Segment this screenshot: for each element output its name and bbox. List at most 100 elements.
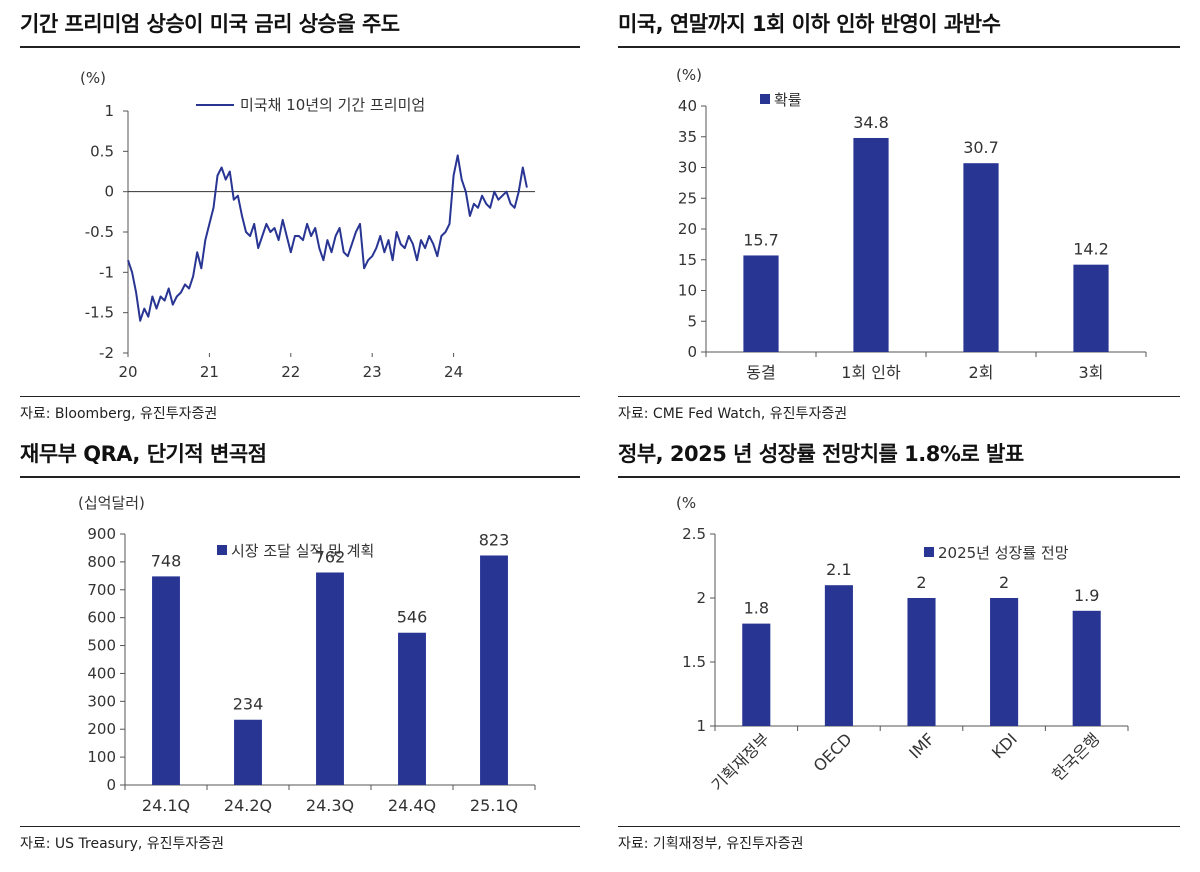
title-rule <box>20 476 580 478</box>
fed-cut-panel: 미국, 연말까지 1회 이하 인하 반영이 과반수 (%) 40 35 30 25 20 1… <box>618 8 1180 428</box>
growth-forecast-panel: 정부, 2025 년 성장률 전망치를 1.8%로 발표 (% 2.5 2 1.5 1 1… <box>618 438 1180 858</box>
y-tick-label: 700 <box>87 581 116 599</box>
source-note: 자료: 기획재정부, 유진투자증권 <box>618 836 804 852</box>
bar <box>963 163 999 352</box>
legend-swatch <box>217 545 227 555</box>
bar <box>824 585 853 726</box>
data-label: 234 <box>233 695 264 714</box>
y-tick-label: 10 <box>678 282 697 300</box>
data-label: 1.8 <box>744 599 769 618</box>
y-tick-label: 300 <box>87 692 116 710</box>
data-label: 2.1 <box>826 560 851 579</box>
data-label: 15.7 <box>743 230 779 249</box>
source-rule <box>618 826 1180 827</box>
data-label: 2 <box>999 573 1009 592</box>
legend-label: 미국채 10년의 기간 프리미엄 <box>240 96 425 114</box>
y-tick-label: 600 <box>87 609 116 627</box>
treasury-qra-chart: (십억달러) 900 800 700 600 500 400 300 200 100 0 748 24.… <box>78 494 536 815</box>
y-tick-label: -0.5 <box>85 223 114 241</box>
source-note: 자료: CME Fed Watch, 유진투자증권 <box>618 406 848 422</box>
y-tick-label: 0 <box>687 343 697 361</box>
y-tick-label: 15 <box>678 251 697 269</box>
legend-swatch <box>924 547 934 557</box>
y-tick-label: -1 <box>99 263 114 281</box>
bar <box>742 623 771 726</box>
title-rule <box>618 46 1180 48</box>
y-tick-label: 900 <box>87 525 116 543</box>
growth-forecast-chart: (% 2.5 2 1.5 1 1.8 기획재정부 2.1 OECD 2 IMF 2 KDI 1.9 한국은행… <box>676 494 1129 795</box>
y-tick-label: -2 <box>99 344 114 362</box>
x-tick-label: 23 <box>363 363 382 381</box>
y-tick-label: 800 <box>87 553 116 571</box>
bar <box>234 719 262 785</box>
x-tick-label: 21 <box>200 363 219 381</box>
y-tick-label: 2 <box>696 589 706 607</box>
x-tick-label: 한국은행 <box>1048 729 1103 784</box>
term-premium-panel: 기간 프리미엄 상승이 미국 금리 상승을 주도 (%) 1 0.5 0 -0.5 -1 -… <box>20 8 580 428</box>
chart-title: 기간 프리미엄 상승이 미국 금리 상승을 주도 <box>20 12 400 36</box>
bar <box>990 598 1019 726</box>
x-tick-label: 동결 <box>746 363 775 382</box>
source-rule <box>618 396 1180 397</box>
source-note: 자료: Bloomberg, 유진투자증권 <box>20 406 218 422</box>
y-tick-label: 40 <box>678 97 697 115</box>
x-tick-label: 기획재정부 <box>708 729 773 794</box>
bar <box>316 572 344 785</box>
chart-title: 정부, 2025 년 성장률 전망치를 1.8%로 발표 <box>618 442 1024 466</box>
x-tick-label: 24.3Q <box>306 796 354 815</box>
unit-label: (% <box>676 494 696 512</box>
y-tick-label: 25 <box>678 189 697 207</box>
data-label: 30.7 <box>963 138 999 157</box>
y-tick-label: 20 <box>678 220 697 238</box>
unit-label: (%) <box>80 69 106 87</box>
x-tick-label: KDI <box>988 729 1021 762</box>
x-tick-label: 20 <box>118 363 137 381</box>
y-tick-label: 400 <box>87 664 116 682</box>
y-tick-label: -1.5 <box>85 304 114 322</box>
bar <box>480 555 508 785</box>
unit-label: (십억달러) <box>78 494 145 512</box>
data-label: 762 <box>315 547 346 566</box>
x-tick-label: 24.2Q <box>224 796 272 815</box>
data-label: 748 <box>151 551 182 570</box>
x-tick-label: 1회 인하 <box>841 363 901 382</box>
data-label: 823 <box>479 530 510 549</box>
unit-label: (%) <box>676 66 702 84</box>
data-label: 1.9 <box>1074 586 1099 605</box>
x-tick-label: 24.4Q <box>388 796 436 815</box>
y-tick-label: 1.5 <box>682 653 706 671</box>
x-tick-label: IMF <box>905 729 938 762</box>
fed-cut-chart: (%) 40 35 30 25 20 15 10 5 0 15.7 동결 34.8 1회 인하 30.7 2회… <box>676 66 1147 382</box>
y-tick-label: 35 <box>678 128 697 146</box>
bar <box>1073 264 1109 352</box>
x-tick-label: OECD <box>810 729 856 775</box>
source-note: 자료: US Treasury, 유진투자증권 <box>20 836 225 852</box>
bar <box>152 576 180 785</box>
title-rule <box>618 476 1180 478</box>
data-label: 34.8 <box>853 113 889 132</box>
y-tick-label: 200 <box>87 720 116 738</box>
chart-title: 재무부 QRA, 단기적 변곡점 <box>20 442 267 466</box>
title-rule <box>20 46 580 48</box>
x-tick-label: 22 <box>281 363 300 381</box>
x-tick-label: 2회 <box>969 363 994 382</box>
y-tick-label: 0 <box>104 183 114 201</box>
series-line <box>127 154 528 322</box>
source-rule <box>20 826 580 827</box>
legend-swatch <box>760 94 770 104</box>
bar <box>907 598 936 726</box>
y-tick-label: 500 <box>87 637 116 655</box>
bar <box>853 137 889 352</box>
y-tick-label: 0 <box>106 776 116 794</box>
legend-label: 확률 <box>774 91 802 109</box>
legend-label: 2025년 성장률 전망 <box>938 544 1069 562</box>
bar <box>1072 610 1101 726</box>
y-tick-label: 1 <box>696 717 706 735</box>
x-tick-label: 24.1Q <box>142 796 190 815</box>
chart-title: 미국, 연말까지 1회 이하 인하 반영이 과반수 <box>618 12 1001 36</box>
y-tick-label: 0.5 <box>90 142 114 160</box>
legend-label: 시장 조달 실적 및 계획 <box>231 542 374 560</box>
x-tick-label: 24 <box>444 363 463 381</box>
bar <box>398 632 426 785</box>
y-tick-label: 30 <box>678 159 697 177</box>
